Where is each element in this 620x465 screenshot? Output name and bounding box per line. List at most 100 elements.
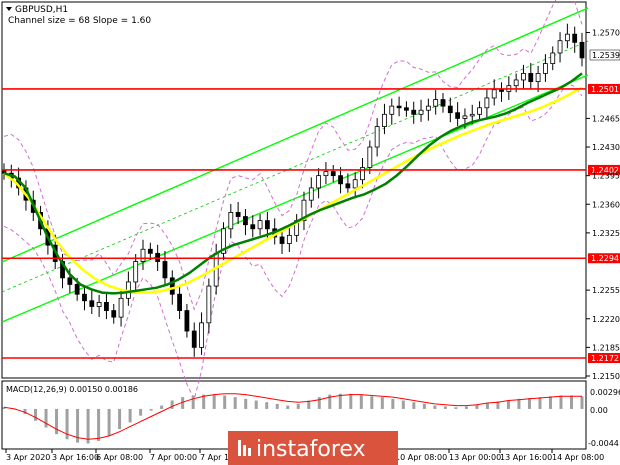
macd-bar xyxy=(34,408,38,421)
macd-bar xyxy=(233,397,237,409)
watermark-bar-icon xyxy=(238,440,241,456)
candle-body xyxy=(264,220,270,230)
macd-bar xyxy=(265,402,269,409)
y-tick-label: 1.2220 xyxy=(592,315,620,324)
candle-body xyxy=(74,284,80,295)
candle-body xyxy=(199,322,204,348)
level-tag xyxy=(588,353,620,364)
watermark-background xyxy=(228,431,398,465)
macd-tick-bottom: -0.0044 xyxy=(588,439,619,448)
y-tick-label: 1.2570 xyxy=(592,29,620,38)
macd-bar xyxy=(212,394,216,409)
price-axis: 1.2570 1.2465 1.2430 1.2395 1.2360 1.2325 1.22… xyxy=(586,29,620,381)
candle-body xyxy=(184,310,190,332)
macd-bar xyxy=(97,408,101,441)
x-tick-label: 3 Apr 16:00 xyxy=(52,453,99,462)
candle-body xyxy=(82,293,87,302)
candle-body xyxy=(404,107,409,111)
x-tick-label: 14 Apr 08:00 xyxy=(552,453,604,462)
candle-body xyxy=(118,297,124,318)
level-tag xyxy=(588,164,620,175)
candle-body xyxy=(250,224,256,230)
macd-bar xyxy=(2,407,6,409)
channel-upper-line xyxy=(1,7,589,263)
candle-body xyxy=(367,146,373,168)
macd-bar xyxy=(317,397,321,409)
candle-body xyxy=(191,330,197,348)
main-plot-layer xyxy=(1,0,589,401)
candle-body xyxy=(396,105,402,109)
x-tick-label: 7 Apr 00:00 xyxy=(150,453,197,462)
y-tick-label: 1.2325 xyxy=(592,229,620,238)
ma-fast-line xyxy=(3,72,583,295)
candle-body xyxy=(469,113,475,117)
candle-body xyxy=(564,33,570,42)
macd-bar xyxy=(538,397,542,409)
macd-bar xyxy=(548,396,552,409)
macd-bar xyxy=(569,395,573,409)
macd-bar xyxy=(496,401,500,409)
macd-bar xyxy=(517,398,521,409)
candle-body xyxy=(89,300,95,307)
current-price-tag: 1.2539 xyxy=(589,49,620,61)
macd-bar xyxy=(338,393,342,409)
macd-bar xyxy=(370,396,374,409)
candle-body xyxy=(572,33,578,43)
candle-body xyxy=(323,171,329,177)
y-tick-label: 1.2395 xyxy=(592,172,620,181)
macd-bar xyxy=(23,408,27,414)
macd-bar xyxy=(223,395,227,409)
candle-body xyxy=(491,89,497,99)
macd-bar xyxy=(296,403,300,409)
candle-body xyxy=(257,220,263,230)
candle-body xyxy=(382,113,387,127)
macd-bar xyxy=(527,397,531,409)
candle-body xyxy=(111,310,117,318)
time-axis: 3 Apr 2020 3 Apr 16:006 Apr 08:00 7 Apr 00… xyxy=(5,449,604,462)
candle-body xyxy=(543,63,548,74)
dropdown-triangle-icon[interactable] xyxy=(6,7,12,11)
macd-bar xyxy=(254,400,258,409)
candle-body xyxy=(308,187,314,201)
candle-body xyxy=(425,105,431,111)
macd-bar xyxy=(349,393,353,409)
watermark-bar-icon xyxy=(243,445,246,456)
macd-bar xyxy=(170,400,174,409)
macd-bar xyxy=(422,403,426,409)
candle-body xyxy=(330,171,336,177)
level-tag-label: 1.2501 xyxy=(591,85,619,94)
macd-bar xyxy=(359,394,363,409)
macd-bar xyxy=(485,403,489,409)
candle-body xyxy=(169,277,175,295)
y-tick-label: 1.2430 xyxy=(592,143,620,152)
candle-body xyxy=(447,105,453,114)
level-tag-label: 1.2172 xyxy=(591,354,619,363)
candle-body xyxy=(104,301,109,311)
macd-bar xyxy=(286,405,290,409)
x-tick-label: 10 Apr 08:00 xyxy=(395,453,447,462)
macd-bar xyxy=(118,408,122,430)
candle-body xyxy=(345,183,351,189)
level-tag xyxy=(588,83,620,94)
candle-body xyxy=(147,248,153,254)
support-resistance-levels: 1.2501 1.2402 1.2294 1.2172 xyxy=(2,83,620,364)
candle-body xyxy=(513,79,519,87)
level-tag-label: 1.2294 xyxy=(591,254,619,263)
y-tick-label: 1.2185 xyxy=(592,343,620,352)
candle-body xyxy=(279,236,285,244)
candle-body xyxy=(228,212,234,230)
macd-bar xyxy=(275,403,279,409)
macd-bar xyxy=(443,406,447,409)
candle-body xyxy=(440,99,446,107)
level-tag-label: 1.2402 xyxy=(591,166,619,175)
y-tick-label: 1.2255 xyxy=(592,286,620,295)
candle-body xyxy=(338,175,343,185)
candle-body xyxy=(162,261,168,279)
candle-body xyxy=(433,99,439,107)
candle-body xyxy=(477,107,482,115)
watermark-text: instaforex xyxy=(256,437,366,462)
candle-body xyxy=(499,89,504,92)
x-tick-label: 3 Apr 2020 xyxy=(6,453,50,462)
macd-bar xyxy=(44,408,48,428)
